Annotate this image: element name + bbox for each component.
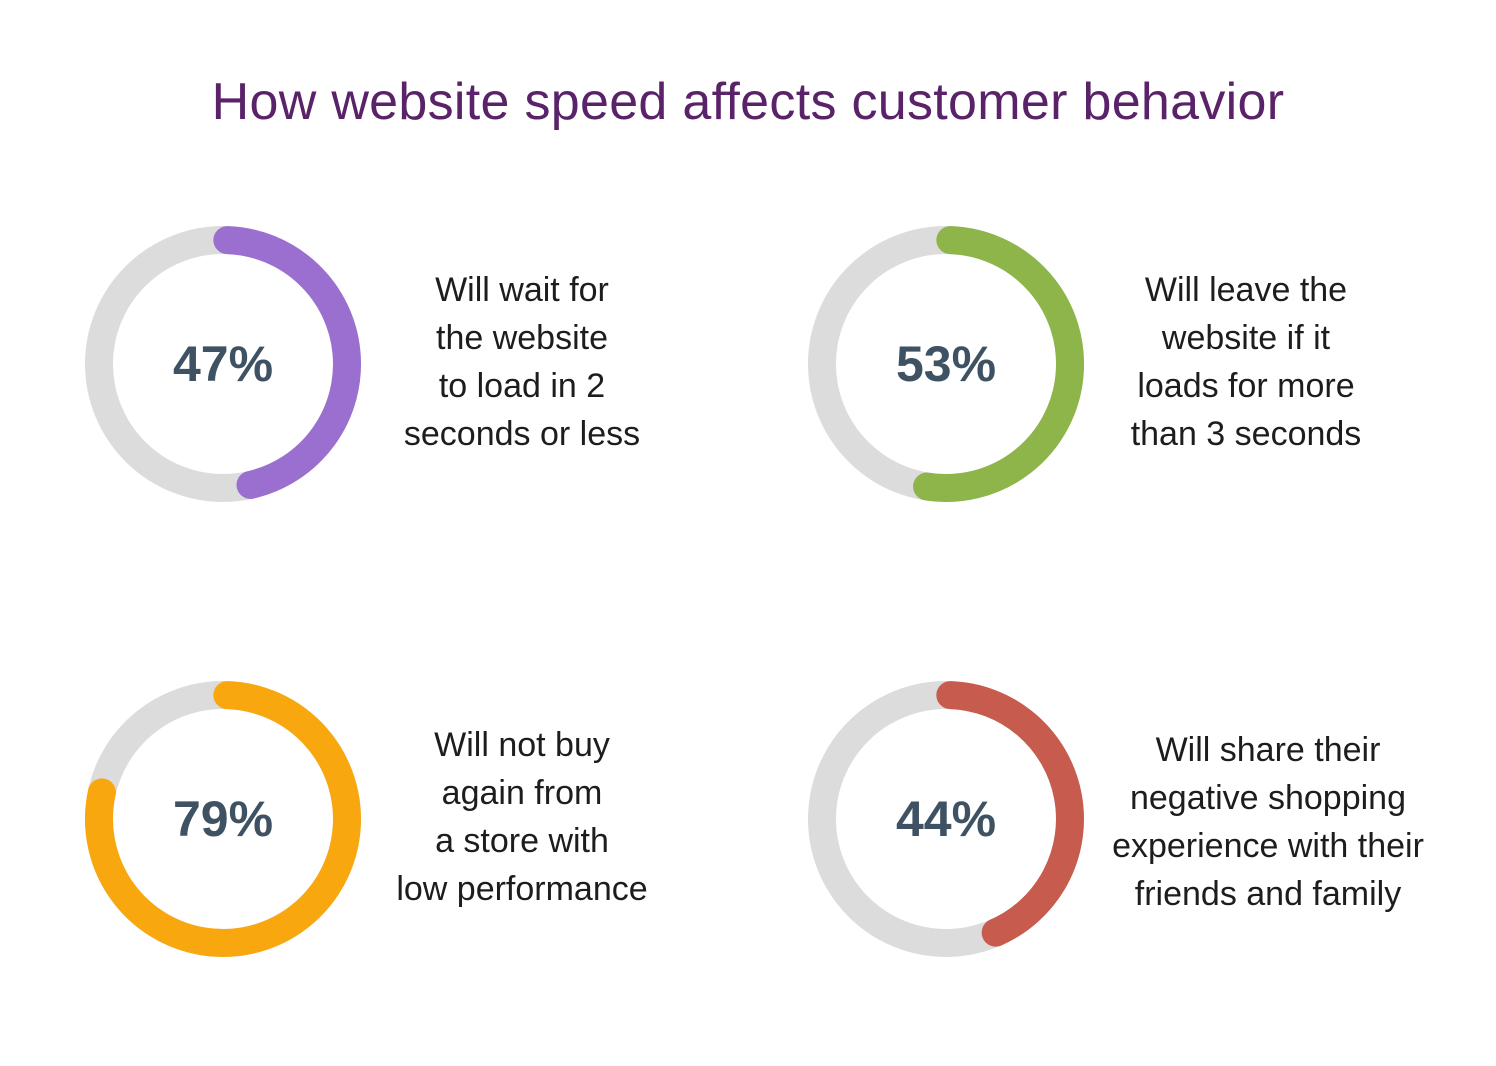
donut-value-3: 79%: [172, 791, 274, 847]
donut-chart-4: 44%: [806, 679, 1086, 959]
stat-description-3-line-4: low performance: [396, 870, 648, 908]
donut-svg-2: [808, 226, 1085, 502]
stat-description-4-line-2: negative shopping: [1129, 779, 1406, 817]
stat-description-1-line-1: Will wait for: [435, 271, 609, 309]
stat-description-3-line-2: again from: [441, 774, 603, 812]
donut-value-2: 53%: [895, 336, 997, 392]
chart-title: How website speed affects customer behav…: [211, 73, 1285, 131]
donut-value-1: 47%: [172, 336, 274, 392]
stat-description-3-line-3: a store with: [435, 822, 609, 860]
stat-description-2-line-4: than 3 seconds: [1130, 415, 1362, 453]
stat-description-3: Will not buy again from a store with low…: [342, 721, 702, 913]
stat-description-4-line-3: experience with their: [1112, 827, 1424, 865]
donut-arc-2: [913, 226, 1085, 502]
stat-description-4-line-4: friends and family: [1134, 875, 1402, 913]
stat-description-2-line-2: website if it: [1161, 319, 1331, 357]
donut-chart-2: 53%: [806, 224, 1086, 504]
stat-description-4-line-1: Will share their: [1155, 731, 1381, 769]
stat-description-4: Will share their negative shopping exper…: [1088, 726, 1448, 918]
donut-chart-3: 79%: [83, 679, 363, 959]
stat-description-1-line-3: to load in 2: [438, 367, 606, 405]
stat-description-2-line-1: Will leave the: [1144, 271, 1348, 309]
donut-value-4: 44%: [895, 791, 997, 847]
stat-description-1-line-2: the website: [436, 319, 608, 357]
stat-description-2: Will leave the website if it loads for m…: [1066, 266, 1426, 458]
donut-svg-1: [85, 226, 361, 502]
donut-svg-3: [85, 681, 361, 957]
stat-description-2-line-3: loads for more: [1137, 367, 1355, 405]
donut-arc-4: [936, 681, 1084, 947]
donut-arc-3: [85, 681, 361, 957]
donut-svg-4: [808, 681, 1084, 957]
donut-chart-1: 47%: [83, 224, 363, 504]
stat-description-1-line-4: seconds or less: [403, 415, 641, 453]
stat-description-1: Will wait for the website to load in 2 s…: [342, 266, 702, 458]
stat-description-3-line-1: Will not buy: [434, 726, 610, 764]
donut-arc-1: [213, 226, 361, 499]
